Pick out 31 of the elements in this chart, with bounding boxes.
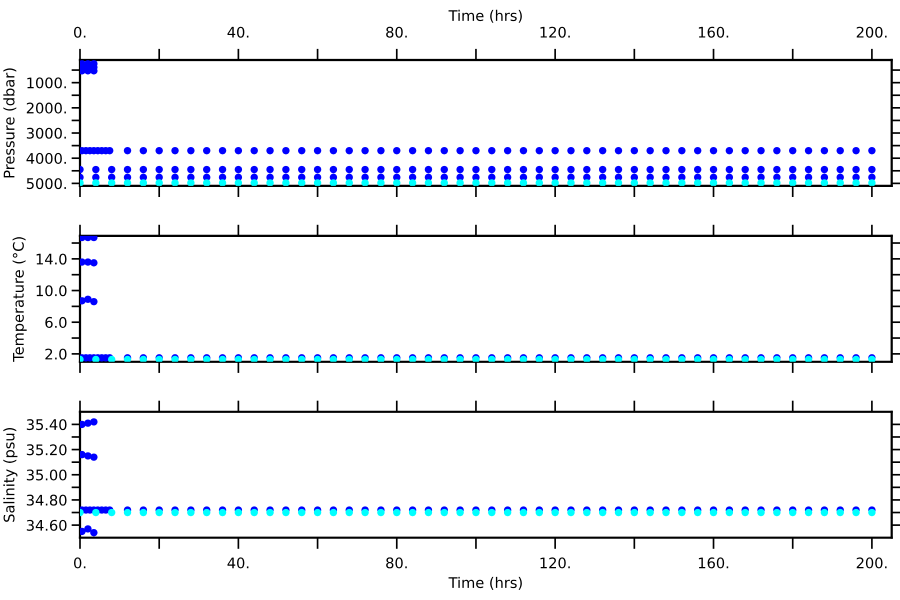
y-tick-label: 3000. bbox=[26, 128, 66, 139]
x-axis-title: Time (hrs) bbox=[448, 10, 522, 23]
y-tick-label: 35.00 bbox=[26, 469, 67, 480]
y-tick-label: 4000. bbox=[26, 152, 66, 164]
x-tick-label: 120. bbox=[540, 26, 570, 38]
y-axis-title: Salinity (psu) bbox=[3, 428, 18, 522]
x-tick-label: 120. bbox=[540, 557, 570, 568]
y-tick-label: 2.0 bbox=[45, 348, 67, 360]
x-axis-title: Time (hrs) bbox=[448, 576, 522, 590]
y-tick-label: 6.0 bbox=[45, 316, 67, 328]
y-tick-label: 35.20 bbox=[26, 444, 67, 456]
x-tick-label: 80. bbox=[386, 557, 407, 568]
y-tick-label: 34.60 bbox=[26, 520, 67, 531]
y-tick-label: 14.0 bbox=[36, 254, 67, 265]
x-tick-label: 40. bbox=[228, 26, 248, 38]
y-tick-label: 35.40 bbox=[26, 419, 67, 430]
y-tick-label: 2000. bbox=[26, 102, 66, 114]
y-tick-label: 1000. bbox=[27, 77, 66, 88]
x-tick-label: 40. bbox=[228, 557, 248, 568]
x-tick-label: 80. bbox=[386, 26, 407, 38]
x-tick-label: 200. bbox=[856, 557, 887, 568]
y-tick-label: 34.80 bbox=[26, 494, 67, 506]
x-tick-label: 200. bbox=[856, 26, 887, 38]
x-tick-label: 160. bbox=[698, 557, 728, 568]
y-tick-label: 10.0 bbox=[36, 285, 67, 296]
x-tick-label: 0. bbox=[74, 26, 86, 38]
x-tick-label: 0. bbox=[74, 557, 86, 568]
y-tick-label: 5000. bbox=[26, 178, 66, 190]
y-axis-title: Pressure (dbar) bbox=[3, 68, 16, 178]
x-tick-label: 160. bbox=[698, 26, 728, 38]
y-axis-title: Temperature (°C) bbox=[12, 237, 27, 362]
